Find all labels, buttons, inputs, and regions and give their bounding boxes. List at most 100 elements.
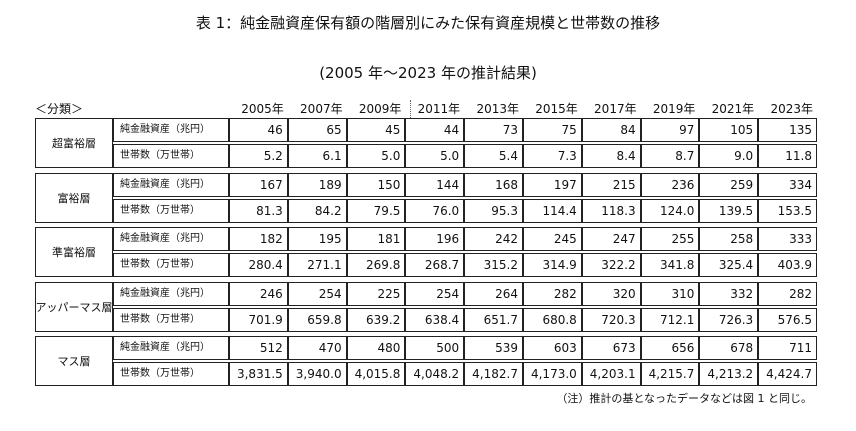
value-cell: 4,213.2 (699, 362, 759, 386)
year-header: 2005年 (241, 102, 284, 116)
value-cell: 95.3 (464, 198, 523, 223)
value-cell: 84.2 (287, 198, 347, 223)
value-cell: 720.3 (581, 307, 641, 332)
value-cell: 333 (758, 227, 817, 251)
value-cell: 79.5 (346, 198, 406, 223)
value-cell: 114.4 (523, 198, 582, 223)
category-header: ＜分類＞ (35, 102, 84, 116)
row-label: 世帯数（万世帯） (113, 307, 229, 332)
value-cell: 603 (523, 336, 582, 360)
value-cell: 81.3 (229, 198, 288, 223)
value-cell: 268.7 (405, 253, 465, 277)
value-cell: 651.7 (464, 307, 523, 332)
value-cell: 5.4 (464, 144, 523, 168)
value-cell: 258 (699, 227, 759, 251)
year-header: 2021年 (711, 102, 755, 116)
value-cell: 245 (523, 227, 582, 251)
value-cell: 639.2 (346, 307, 406, 332)
group-name: 富裕層 (35, 172, 113, 223)
value-cell: 4,015.8 (346, 362, 406, 386)
value-cell: 97 (640, 118, 700, 142)
value-cell: 118.3 (581, 198, 641, 223)
value-cell: 247 (581, 227, 641, 251)
value-cell: 259 (699, 172, 759, 197)
value-cell: 254 (405, 281, 465, 306)
value-cell: 5.2 (229, 144, 288, 168)
year-header: 2013年 (476, 102, 519, 116)
title: 表 1：純金融資産保有額の階層別にみた保有資産規模と世帯数の推移 (195, 14, 661, 32)
value-cell: 196 (405, 227, 465, 251)
value-cell: 168 (464, 172, 523, 197)
year-header: 2019年 (652, 102, 696, 116)
row-label: 純金融資産（兆円） (113, 227, 229, 251)
value-cell: 11.8 (758, 144, 817, 168)
value-cell: 5.0 (405, 144, 465, 168)
value-cell: 310 (640, 281, 700, 306)
value-cell: 711 (758, 336, 817, 360)
value-cell: 197 (523, 172, 582, 197)
value-cell: 512 (229, 336, 288, 360)
value-cell: 4,173.0 (523, 362, 582, 386)
value-cell: 315.2 (464, 253, 523, 277)
value-cell: 124.0 (640, 198, 700, 223)
group-name: マス層 (35, 336, 113, 386)
value-cell: 4,182.7 (464, 362, 523, 386)
year-header: 2023年 (770, 102, 813, 116)
value-cell: 76.0 (405, 198, 465, 223)
year-header: 2017年 (594, 102, 637, 116)
value-cell: 470 (287, 336, 347, 360)
value-cell: 153.5 (758, 198, 817, 223)
value-cell: 9.0 (699, 144, 759, 168)
row-label: 世帯数（万世帯） (113, 144, 229, 168)
value-cell: 167 (229, 172, 288, 197)
value-cell: 150 (346, 172, 406, 197)
value-cell: 712.1 (640, 307, 700, 332)
value-cell: 500 (405, 336, 465, 360)
row-label: 純金融資産（兆円） (113, 281, 229, 306)
value-cell: 105 (699, 118, 759, 142)
value-cell: 45 (346, 118, 406, 142)
value-cell: 139.5 (699, 198, 759, 223)
value-cell: 280.4 (229, 253, 288, 277)
value-cell: 282 (523, 281, 582, 306)
value-cell: 6.1 (287, 144, 347, 168)
row-label: 世帯数（万世帯） (113, 198, 229, 223)
value-cell: 254 (287, 281, 347, 306)
value-cell: 701.9 (229, 307, 288, 332)
row-label: 世帯数（万世帯） (113, 253, 229, 277)
value-cell: 44 (405, 118, 465, 142)
value-cell: 73 (464, 118, 523, 142)
note: （注）推計の基となったデータなどは図 1 と同じ。 (556, 392, 812, 405)
value-cell: 236 (640, 172, 700, 197)
value-cell: 242 (464, 227, 523, 251)
group-name: 超富裕層 (35, 118, 113, 168)
value-cell: 8.7 (640, 144, 700, 168)
value-cell: 5.0 (346, 144, 406, 168)
value-cell: 680.8 (523, 307, 582, 332)
value-cell: 320 (581, 281, 641, 306)
row-label: 純金融資産（兆円） (113, 336, 229, 360)
value-cell: 656 (640, 336, 700, 360)
value-cell: 4,424.7 (758, 362, 817, 386)
value-cell: 264 (464, 281, 523, 306)
value-cell: 144 (405, 172, 465, 197)
year-header: 2007年 (300, 102, 343, 116)
value-cell: 322.2 (581, 253, 641, 277)
value-cell: 282 (758, 281, 817, 306)
value-cell: 480 (346, 336, 406, 360)
value-cell: 75 (523, 118, 582, 142)
value-cell: 84 (581, 118, 641, 142)
value-cell: 181 (346, 227, 406, 251)
value-cell: 332 (699, 281, 759, 306)
value-cell: 4,215.7 (640, 362, 700, 386)
value-cell: 8.4 (581, 144, 641, 168)
value-cell: 334 (758, 172, 817, 197)
group-name: アッパーマス層 (35, 281, 113, 332)
value-cell: 659.8 (287, 307, 347, 332)
value-cell: 135 (758, 118, 817, 142)
value-cell: 4,203.1 (581, 362, 641, 386)
value-cell: 271.1 (287, 253, 347, 277)
row-label: 純金融資産（兆円） (113, 172, 229, 197)
value-cell: 46 (229, 118, 288, 142)
